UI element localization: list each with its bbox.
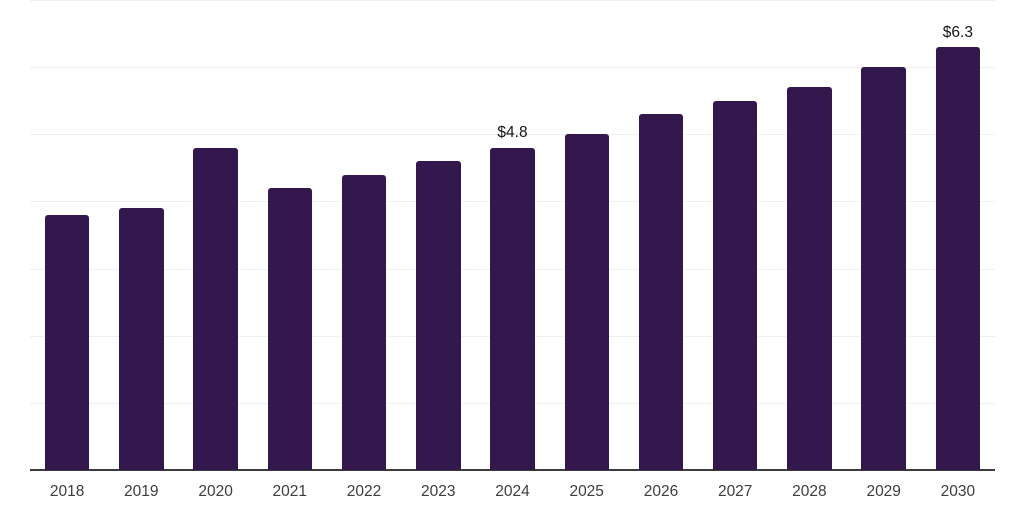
gridline xyxy=(30,134,995,135)
x-tick-label: 2029 xyxy=(866,483,901,500)
value-label: $6.3 xyxy=(942,23,973,41)
x-tick-label: 2018 xyxy=(49,483,85,500)
value-label: $4.8 xyxy=(497,124,528,142)
x-tick-label: 2021 xyxy=(272,483,308,500)
bar xyxy=(341,174,387,470)
x-tick-label: 2022 xyxy=(346,483,382,500)
bar xyxy=(119,208,164,470)
x-tick-label: 2023 xyxy=(421,483,456,500)
bar xyxy=(490,147,535,470)
bar xyxy=(44,214,90,470)
bar xyxy=(267,188,312,470)
bar xyxy=(564,134,609,470)
x-tick-label: 2027 xyxy=(717,483,753,500)
bar xyxy=(416,161,461,470)
bar xyxy=(787,87,832,470)
bar xyxy=(861,67,906,470)
x-tick-label: 2019 xyxy=(124,483,159,500)
x-axis-line xyxy=(30,469,995,471)
bar xyxy=(638,114,684,470)
bar xyxy=(712,100,758,470)
bar xyxy=(193,147,238,470)
x-tick-label: 2028 xyxy=(792,483,827,500)
gridline xyxy=(30,0,995,1)
x-tick-label: 2024 xyxy=(495,483,530,500)
gridline xyxy=(30,67,995,68)
x-tick-label: 2025 xyxy=(569,483,604,500)
plot-area: 2018 2019 2020 2021 2022 2023 2024 $4.8 2025 2026… xyxy=(30,0,995,499)
x-tick-label: 2030 xyxy=(940,483,976,500)
bar xyxy=(935,47,981,470)
x-tick-label: 2020 xyxy=(198,483,233,500)
x-tick-label: 2026 xyxy=(643,483,679,500)
